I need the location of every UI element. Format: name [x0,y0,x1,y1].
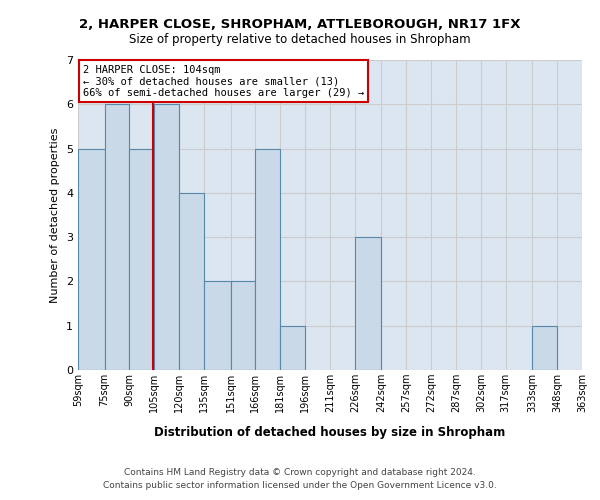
Bar [130,148,154,370]
Text: Distribution of detached houses by size in Shropham: Distribution of detached houses by size … [154,426,506,439]
Bar [154,104,179,370]
Text: Contains public sector information licensed under the Open Government Licence v3: Contains public sector information licen… [103,480,497,490]
Text: Contains HM Land Registry data © Crown copyright and database right 2024.: Contains HM Land Registry data © Crown c… [124,468,476,477]
Bar [230,282,256,370]
Bar [104,104,130,370]
Bar [204,282,230,370]
Bar [179,193,204,370]
Bar [78,148,104,370]
Text: Size of property relative to detached houses in Shropham: Size of property relative to detached ho… [129,32,471,46]
Bar [280,326,305,370]
Text: 2 HARPER CLOSE: 104sqm
← 30% of detached houses are smaller (13)
66% of semi-det: 2 HARPER CLOSE: 104sqm ← 30% of detached… [83,64,364,98]
Bar [532,326,557,370]
Y-axis label: Number of detached properties: Number of detached properties [50,128,61,302]
Bar [355,237,382,370]
Text: 2, HARPER CLOSE, SHROPHAM, ATTLEBOROUGH, NR17 1FX: 2, HARPER CLOSE, SHROPHAM, ATTLEBOROUGH,… [79,18,521,30]
Bar [256,148,280,370]
